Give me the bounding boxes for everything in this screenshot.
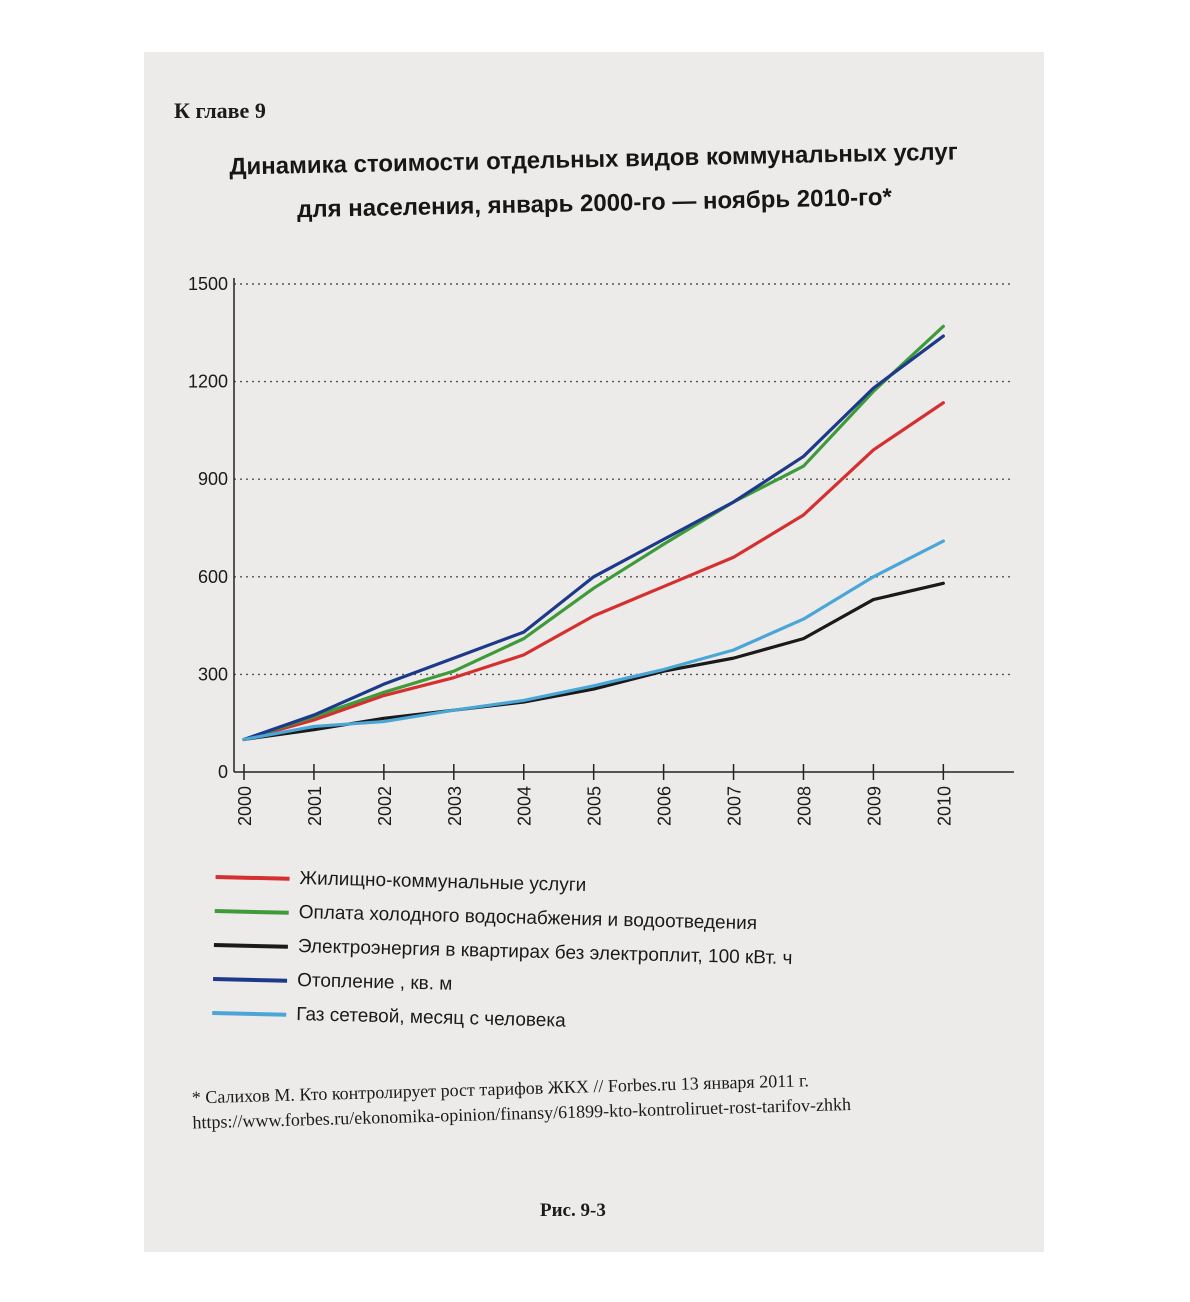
x-tick-label: 2001 <box>305 786 325 826</box>
y-tick-label: 900 <box>198 469 228 489</box>
series-line <box>242 539 945 742</box>
series-line <box>242 401 945 742</box>
series-line <box>242 581 945 742</box>
x-tick-label: 2007 <box>725 786 745 826</box>
chart-legend: Жилищно-коммунальные услуги Оплата холод… <box>212 860 916 1047</box>
y-tick-label: 300 <box>198 664 228 684</box>
footnote: * Салихов М. Кто контролирует рост тариф… <box>191 1070 852 1133</box>
x-tick-label: 2003 <box>445 786 465 826</box>
chart-title: Динамика стоимости отдельных видов комму… <box>153 129 1035 235</box>
x-tick-label: 2002 <box>375 786 395 826</box>
chapter-heading: К главе 9 <box>174 98 266 123</box>
legend-swatch <box>215 874 290 881</box>
legend-label: Жилищно-коммунальные услуги <box>299 868 587 897</box>
legend-label: Отопление , кв. м <box>296 970 453 995</box>
x-tick-label: 2010 <box>934 786 954 826</box>
y-tick-label: 600 <box>198 567 228 587</box>
x-tick-label: 2009 <box>864 786 884 826</box>
legend-swatch <box>214 908 289 915</box>
legend-label: Оплата холодного водоснабжения и водоотв… <box>298 902 758 935</box>
book-page: 0 300 600 900 1200 1500 2000 2001 2002 2003 2004 20… <box>144 52 1044 1252</box>
figure-label: Рис. 9-3 <box>540 1200 606 1221</box>
x-tick-label: 2006 <box>655 786 675 826</box>
legend-swatch <box>213 976 288 983</box>
legend-swatch <box>212 1010 287 1017</box>
x-tick-label: 2000 <box>235 786 255 826</box>
series-line <box>242 334 945 742</box>
y-tick-label: 0 <box>218 762 228 782</box>
line-chart: 0 300 600 900 1200 1500 2000 2001 2002 2003 2004 20… <box>188 274 1014 826</box>
y-tick-label: 1500 <box>188 274 228 294</box>
x-tick-label: 2008 <box>794 786 814 826</box>
y-tick-label: 1200 <box>188 372 228 392</box>
series-line <box>242 324 945 742</box>
legend-swatch <box>213 942 288 949</box>
x-tick-label: 2004 <box>515 786 535 826</box>
legend-label: Газ сетевой, месяц с человека <box>295 1004 566 1032</box>
x-tick-label: 2005 <box>585 786 605 826</box>
